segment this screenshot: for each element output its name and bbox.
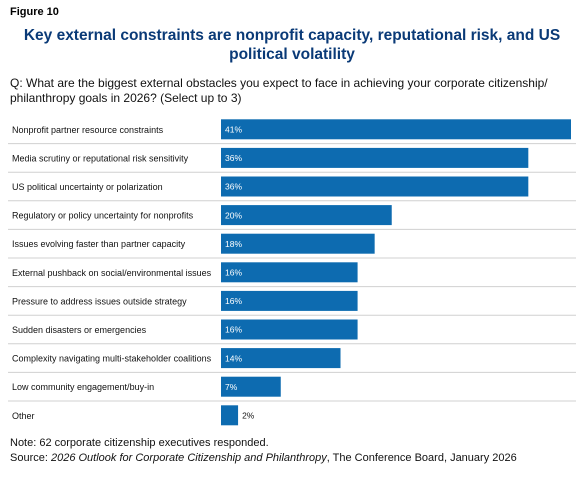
category-label: Media scrutiny or reputational risk sens… xyxy=(12,153,189,163)
figure-label: Figure 10 xyxy=(10,6,59,18)
value-label: 36% xyxy=(225,153,242,163)
bar xyxy=(221,319,358,340)
category-label: Regulatory or policy uncertainty for non… xyxy=(12,211,194,221)
value-label: 2% xyxy=(242,411,255,421)
category-label: Complexity navigating multi-stakeholder … xyxy=(12,354,212,364)
category-label: Pressure to address issues outside strat… xyxy=(12,296,187,306)
category-label: Other xyxy=(12,411,35,421)
bar xyxy=(221,205,392,226)
source-text: Source: 2026 Outlook for Corporate Citiz… xyxy=(10,451,574,466)
category-label: Sudden disasters or emergencies xyxy=(12,325,147,335)
bar xyxy=(221,147,529,168)
bar-chart: Nonprofit partner resource constraints 41… xyxy=(8,119,576,426)
note-text: Note: 62 corporate citizenship executive… xyxy=(10,437,269,449)
category-label: Low community engagement/buy-in xyxy=(12,382,154,392)
source-publication: 2026 Outlook for Corporate Citizenship a… xyxy=(50,452,327,464)
value-label: 7% xyxy=(225,382,238,392)
bar xyxy=(221,262,358,283)
bar xyxy=(221,405,239,426)
bar xyxy=(221,348,341,369)
bar xyxy=(221,376,281,397)
bar xyxy=(221,233,375,254)
bar xyxy=(221,119,571,140)
value-label: 20% xyxy=(225,210,242,220)
category-label: External pushback on social/environmenta… xyxy=(12,268,212,278)
value-label: 36% xyxy=(225,182,242,192)
value-label: 16% xyxy=(225,268,242,278)
value-label: 16% xyxy=(225,325,242,335)
bar xyxy=(221,176,529,197)
category-label: Issues evolving faster than partner capa… xyxy=(12,239,186,249)
category-label: US political uncertainty or polarization xyxy=(12,182,163,192)
source-suffix: , The Conference Board, January 2026 xyxy=(326,452,517,464)
value-label: 16% xyxy=(225,296,242,306)
category-label: Nonprofit partner resource constraints xyxy=(12,125,164,135)
source-prefix: Source: xyxy=(10,452,51,464)
value-label: 14% xyxy=(225,353,242,363)
value-label: 41% xyxy=(225,125,242,135)
bar xyxy=(221,290,358,311)
value-label: 18% xyxy=(225,239,242,249)
chart-title: Key external constraints are nonprofit c… xyxy=(23,27,561,63)
chart-footer: Note: 62 corporate citizenship executive… xyxy=(10,436,574,466)
survey-question: Q: What are the biggest external obstacl… xyxy=(10,76,548,105)
